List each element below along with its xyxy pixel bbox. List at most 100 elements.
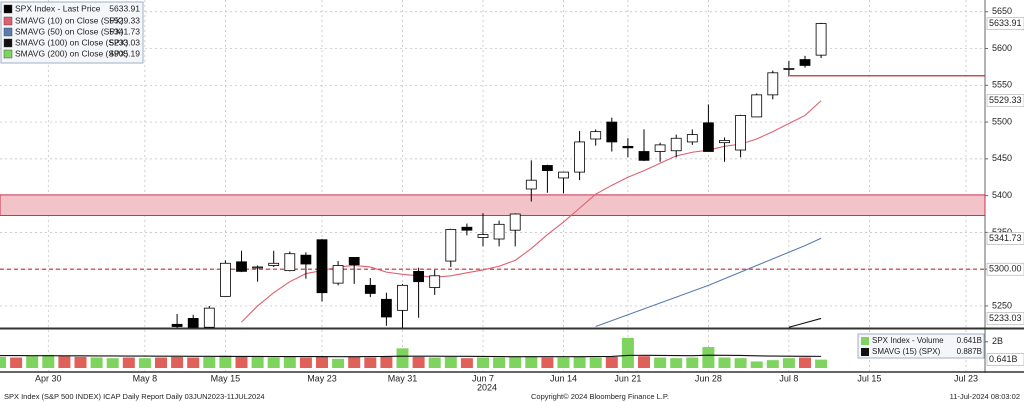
candle-body [558,171,569,179]
candle-body [316,239,328,294]
y2-tick-label: 2B [992,336,1003,346]
volume-bar [734,358,747,368]
volume-bar [670,358,683,368]
x-tick-label: May 15 [211,373,241,383]
volume-bar [58,356,71,368]
volume-bar [750,361,763,368]
volume-bar [364,357,377,368]
volume-bar [106,358,119,368]
candle-body [751,94,763,118]
x-tick-label: Jun 28 [695,373,722,383]
x-tick-label: May 31 [388,373,418,383]
volume-bar [122,357,135,368]
footer-right: 11-Jul-2024 08:03:02 [950,392,1020,401]
candle-body [654,144,666,152]
candle-body [364,284,376,294]
candle-body [252,266,264,269]
legend-value: 5341.73 [109,26,140,36]
level-label: 5300.00 [989,264,1022,274]
volume-plot [0,337,828,368]
candle-body [590,131,602,140]
legend-value: 5633.91 [109,3,140,13]
candle-body [493,223,505,240]
volume-bar [251,356,264,368]
candle-body [413,270,425,283]
legend-value: 5233.03 [109,37,140,47]
value-box [986,94,1024,107]
legend-label: SMAVG (15) (SPX) [872,347,941,356]
footer-left: SPX Index (S&P 500 INDEX) ICAP Daily Rep… [4,392,265,401]
legend-swatch [861,337,869,345]
legend-value: 4905.19 [109,48,140,58]
legend-label: SPX Index - Last Price [15,3,101,13]
y-tick-label: 5350 [992,227,1012,237]
candle-body [686,134,698,143]
candle-body [815,23,827,56]
legend: SPX Index - Last Price 5633.91 SMAVG (10) … [0,1,985,359]
volume-bar [654,357,667,368]
volume-last-label: 0.641B [989,354,1018,364]
volume-bar [412,356,425,368]
volume-bar [380,356,393,368]
volume-bar [396,348,409,368]
footer-center: Copyright© 2024 Bloomberg Finance L.P. [531,392,669,401]
candle-body [622,145,634,149]
volume-bar [589,357,602,368]
candle-body [397,284,408,311]
candle-body [574,141,585,173]
legend-swatch [3,38,13,48]
sma-line [788,317,822,328]
volume-bar [493,357,506,368]
x-tick-label: Jul 15 [857,373,881,383]
candle-body [300,254,312,265]
legend-swatch [3,16,13,26]
x-tick-label: Jul 23 [954,373,978,383]
value-box [986,232,1024,245]
y-tick-label: 5550 [992,80,1012,90]
candle-body [799,59,811,66]
volume-bar [219,355,232,368]
candle-body [236,261,247,272]
candle-body [203,307,215,328]
candle-body [429,275,441,288]
volume-bar [187,357,200,368]
candle-body [380,298,392,318]
legend-value: 5529.33 [109,15,140,25]
candle-body [703,122,714,152]
volume-bar [815,359,828,368]
legend-label: SMAVG (200) on Close (SPX) [15,48,128,58]
legend-swatch [3,49,13,59]
volume-sma-line [0,354,822,358]
y-tick-label: 5250 [992,300,1012,310]
legend-label: SPX Index - Volume [872,336,944,345]
series-last-label: 5233.03 [989,313,1022,323]
candle-body [284,253,296,272]
value-box [986,312,1024,325]
last-price-label: 5633.91 [989,18,1022,28]
legend-swatch [3,27,13,37]
x-tick-label: Jun 7 [472,373,494,383]
volume-bar [718,357,731,368]
candle-body [509,213,521,231]
series-last-label: 5341.73 [989,233,1022,243]
candle-body [542,165,553,172]
volume-bar [171,356,184,368]
x-tick-label: Jul 8 [779,373,798,383]
volume-bar [235,356,248,368]
candle-body [187,318,199,328]
candle-body [606,121,618,143]
candle-body [767,72,779,96]
candle-body [268,262,280,266]
volume-bar [155,357,167,368]
y-tick-label: 5650 [992,6,1012,16]
volume-bar [509,356,522,368]
candle-body [783,67,795,70]
volume-bar [686,357,699,368]
candle-body [670,137,682,152]
volume-bar [203,356,216,368]
value-box [986,353,1024,366]
volume-bar [74,356,87,368]
candle-body [445,229,457,262]
series-last-label: 5529.33 [989,95,1022,105]
volume-bar [90,357,103,368]
